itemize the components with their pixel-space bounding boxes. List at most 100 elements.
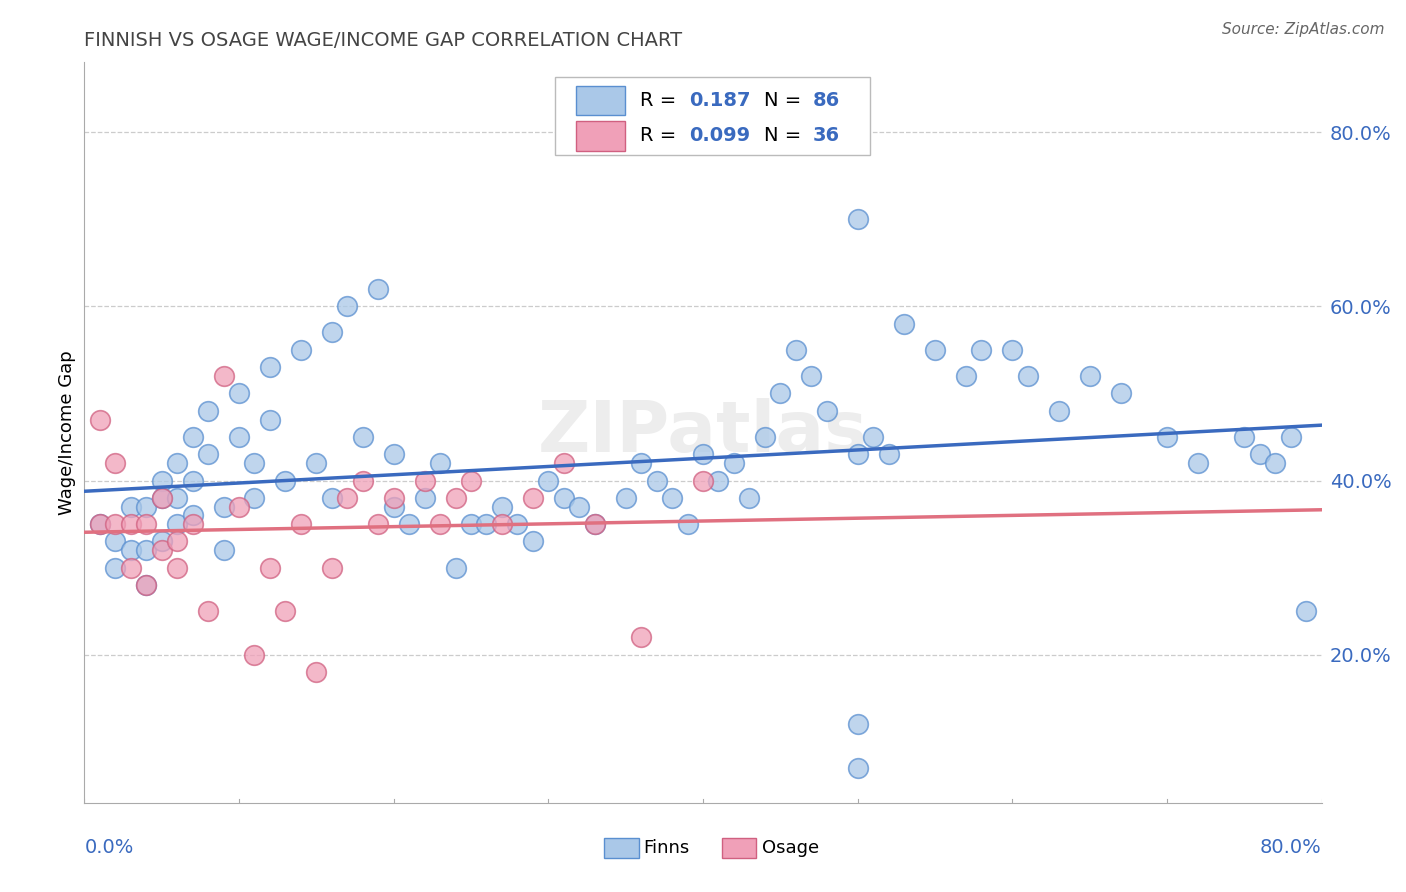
Point bbox=[89, 412, 111, 426]
Text: 36: 36 bbox=[813, 127, 841, 145]
Point bbox=[382, 500, 405, 514]
Point bbox=[1264, 456, 1286, 470]
Point bbox=[120, 543, 142, 558]
Point bbox=[553, 456, 575, 470]
Point bbox=[723, 456, 745, 470]
Point bbox=[970, 343, 993, 357]
Text: Finns: Finns bbox=[644, 839, 690, 857]
Point bbox=[738, 491, 761, 505]
Point bbox=[150, 474, 173, 488]
Point bbox=[274, 604, 297, 618]
Point bbox=[460, 517, 482, 532]
Point bbox=[352, 430, 374, 444]
Text: Osage: Osage bbox=[762, 839, 820, 857]
Point bbox=[305, 665, 328, 680]
Point bbox=[645, 474, 668, 488]
Point bbox=[676, 517, 699, 532]
Point bbox=[661, 491, 683, 505]
Point bbox=[1187, 456, 1209, 470]
Point bbox=[104, 560, 127, 574]
Point bbox=[846, 447, 869, 461]
Point bbox=[321, 326, 343, 340]
Point bbox=[800, 369, 823, 384]
Point bbox=[413, 474, 436, 488]
Point bbox=[197, 404, 219, 418]
Point bbox=[166, 560, 188, 574]
Point bbox=[181, 508, 204, 523]
FancyBboxPatch shape bbox=[575, 86, 626, 115]
Point bbox=[89, 517, 111, 532]
Point bbox=[583, 517, 606, 532]
Point bbox=[259, 412, 281, 426]
Point bbox=[135, 578, 157, 592]
Point bbox=[475, 517, 498, 532]
Point bbox=[692, 474, 714, 488]
Point bbox=[553, 491, 575, 505]
Point bbox=[460, 474, 482, 488]
Text: 80.0%: 80.0% bbox=[1260, 838, 1322, 856]
Point bbox=[491, 517, 513, 532]
Point bbox=[135, 578, 157, 592]
Point bbox=[321, 491, 343, 505]
Point bbox=[166, 491, 188, 505]
Text: N =: N = bbox=[763, 127, 807, 145]
Point bbox=[506, 517, 529, 532]
Point bbox=[120, 560, 142, 574]
Point bbox=[305, 456, 328, 470]
Point bbox=[135, 500, 157, 514]
Point bbox=[846, 761, 869, 775]
Point bbox=[181, 430, 204, 444]
Text: 86: 86 bbox=[813, 91, 841, 110]
Point bbox=[1295, 604, 1317, 618]
Point bbox=[382, 491, 405, 505]
Point bbox=[1279, 430, 1302, 444]
Point bbox=[1156, 430, 1178, 444]
Point bbox=[537, 474, 560, 488]
Text: 0.187: 0.187 bbox=[689, 91, 751, 110]
FancyBboxPatch shape bbox=[605, 838, 638, 858]
Point bbox=[815, 404, 838, 418]
Point bbox=[630, 630, 652, 644]
Point bbox=[321, 560, 343, 574]
Point bbox=[1078, 369, 1101, 384]
Point bbox=[104, 456, 127, 470]
Point bbox=[522, 491, 544, 505]
Point bbox=[955, 369, 977, 384]
Point bbox=[212, 543, 235, 558]
FancyBboxPatch shape bbox=[554, 78, 870, 155]
Point bbox=[89, 517, 111, 532]
Point bbox=[336, 299, 359, 313]
Text: FINNISH VS OSAGE WAGE/INCOME GAP CORRELATION CHART: FINNISH VS OSAGE WAGE/INCOME GAP CORRELA… bbox=[84, 30, 682, 50]
Point bbox=[785, 343, 807, 357]
Text: R =: R = bbox=[640, 91, 682, 110]
Point bbox=[614, 491, 637, 505]
Point bbox=[135, 517, 157, 532]
Point bbox=[924, 343, 946, 357]
Point bbox=[120, 517, 142, 532]
Point bbox=[228, 500, 250, 514]
Point bbox=[212, 500, 235, 514]
Point bbox=[243, 491, 266, 505]
Point bbox=[181, 517, 204, 532]
Point bbox=[181, 474, 204, 488]
Point bbox=[769, 386, 792, 401]
Point bbox=[150, 534, 173, 549]
Point bbox=[274, 474, 297, 488]
Point bbox=[290, 517, 312, 532]
Point bbox=[166, 456, 188, 470]
Point bbox=[568, 500, 591, 514]
Point bbox=[707, 474, 730, 488]
Point bbox=[877, 447, 900, 461]
Y-axis label: Wage/Income Gap: Wage/Income Gap bbox=[58, 351, 76, 515]
Text: ZIPatlas: ZIPatlas bbox=[538, 398, 868, 467]
Point bbox=[150, 491, 173, 505]
Point bbox=[893, 317, 915, 331]
Point bbox=[1047, 404, 1070, 418]
Text: N =: N = bbox=[763, 91, 807, 110]
Point bbox=[444, 491, 467, 505]
Point bbox=[135, 543, 157, 558]
Point bbox=[166, 517, 188, 532]
Point bbox=[754, 430, 776, 444]
Point bbox=[846, 212, 869, 227]
Point bbox=[120, 500, 142, 514]
